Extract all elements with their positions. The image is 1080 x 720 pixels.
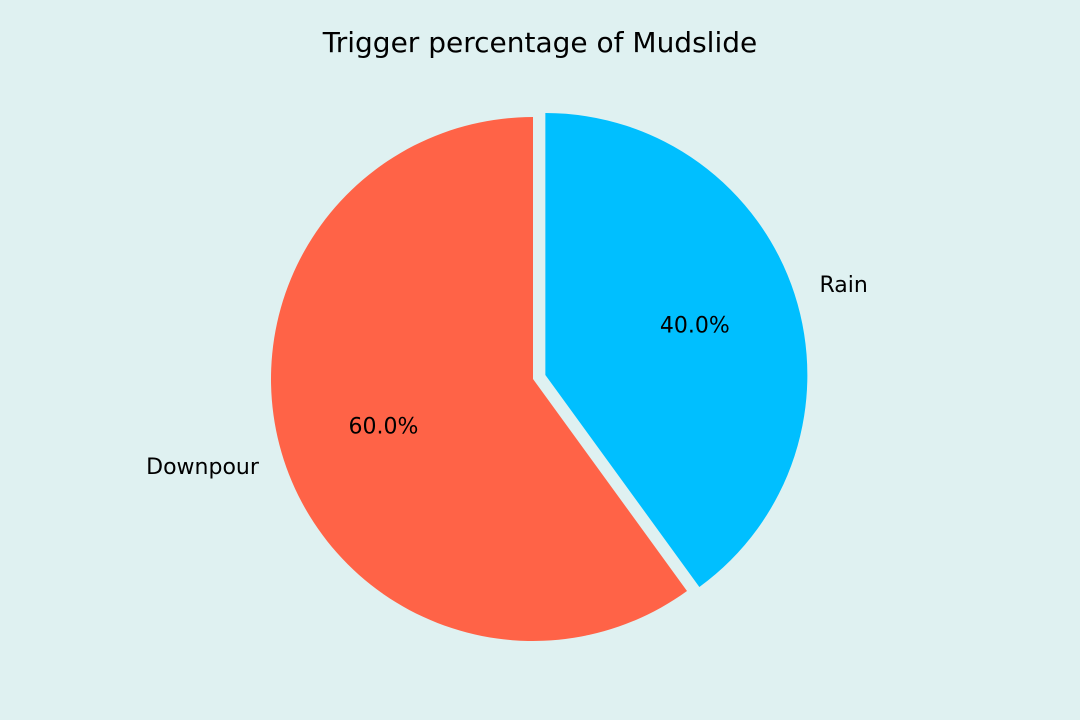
slice-label-downpour: Downpour xyxy=(146,455,260,480)
pie-slice-rain xyxy=(545,112,808,587)
pie-slice-downpour xyxy=(270,117,687,641)
pie-labels: Rain 40.0% Downpour 60.0% xyxy=(146,273,868,480)
slice-label-rain: Rain xyxy=(819,273,867,298)
chart-title: Trigger percentage of Mudslide xyxy=(322,26,757,59)
pie-slices xyxy=(270,112,808,641)
pct-label-downpour: 60.0% xyxy=(349,415,419,440)
pct-label-rain: 40.0% xyxy=(660,313,730,338)
